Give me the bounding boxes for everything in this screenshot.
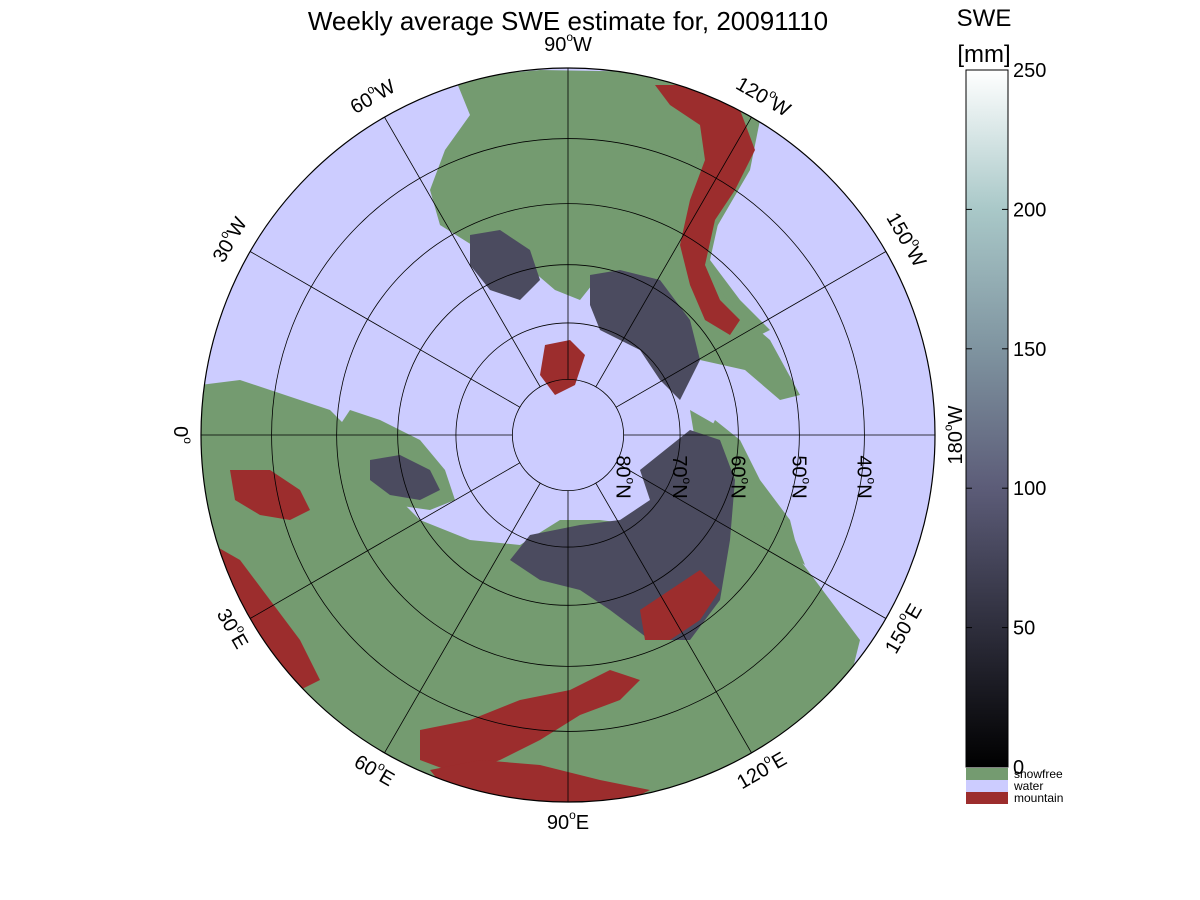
snow-patch-scandinavia (370, 455, 440, 500)
legend-swatch-snowfree (966, 768, 1008, 780)
svg-text:70oN: 70oN (668, 455, 694, 498)
map-boundary (200, 67, 936, 803)
mountain-greenland-edge (540, 340, 585, 395)
colorbar-tick-label: 50 (1013, 618, 1035, 640)
mountain-scandinavia (205, 540, 320, 690)
meridian-line (595, 116, 752, 388)
meridian-line (384, 482, 541, 754)
colorbar-tick-label: 100 (1013, 478, 1046, 500)
parallel-label: 70oN (668, 455, 694, 498)
north-america-west-coast (655, 78, 800, 400)
map-title: Weekly average SWE estimate for, 2009111… (308, 6, 828, 36)
meridian-line (615, 251, 887, 408)
parallel-label: 80oN (611, 455, 637, 498)
svg-text:50oN: 50oN (787, 455, 813, 498)
colorbar-title: SWE (957, 5, 1012, 32)
svg-text:90oW: 90oW (544, 30, 592, 56)
svg-text:180oW: 180oW (941, 405, 967, 464)
parallel-label: 60oN (726, 455, 752, 498)
colorbar-ticks: 0 50 100 150 200 250 (966, 60, 1046, 779)
colorbar: SWE [mm] 0 50 100 150 200 250 snowfreewatermo… (957, 5, 1064, 805)
mountain-rockies (655, 85, 755, 335)
parallel-label: 40oN (852, 455, 878, 498)
legend-label-water: water (1013, 779, 1043, 793)
mountain-east-siberia (640, 570, 720, 640)
colorbar-unit: [mm] (957, 41, 1010, 68)
parallel-labels: 80oN 70oN 60oN 50oN 40oN (611, 455, 878, 498)
snow-patch-canada (590, 270, 700, 400)
svg-text:40oN: 40oN (852, 455, 878, 498)
parallel-label: 50oN (787, 455, 813, 498)
meridian-line (384, 116, 541, 388)
colorbar-tick-label: 0 (1013, 757, 1024, 779)
mountain-central-asia (420, 670, 640, 775)
svg-text:60oN: 60oN (726, 455, 752, 498)
polar-map: 90oW120oW150oW180oW150oE120oE90oE60oE30o… (169, 30, 968, 834)
colorbar-tick-label: 200 (1013, 199, 1046, 221)
meridian-line (249, 251, 521, 408)
meridian-label: 30oW (205, 212, 252, 267)
land-layer (201, 70, 860, 802)
colorbar-tick-label: 250 (1013, 60, 1046, 82)
legend-swatch-water (966, 780, 1008, 792)
svg-text:30oW: 30oW (205, 212, 252, 267)
meridian-label: 0o (169, 426, 195, 444)
colorbar-tick-label: 150 (1013, 339, 1046, 361)
colorbar-gradient (965, 69, 1009, 768)
meridian-label: 60oW (345, 72, 400, 119)
legend-label-mountain: mountain (1014, 791, 1063, 805)
svg-text:0o: 0o (169, 426, 195, 444)
meridian-label: 90oE (547, 808, 589, 834)
legend-label-snowfree: snowfree (1014, 767, 1063, 781)
svg-text:80oN: 80oN (611, 455, 637, 498)
snow-patch-archipelago (470, 230, 540, 300)
graticule (201, 68, 935, 802)
meridian-label: 90oW (544, 30, 592, 56)
meridian-line (249, 462, 521, 619)
svg-text:90oE: 90oE (547, 808, 589, 834)
meridian-label: 180oW (941, 405, 967, 464)
meridian-line (615, 462, 887, 619)
meridian-line (595, 482, 752, 754)
mountain-europe (230, 470, 310, 520)
svg-text:60oW: 60oW (345, 72, 400, 119)
legend-swatch-mountain (966, 792, 1008, 804)
